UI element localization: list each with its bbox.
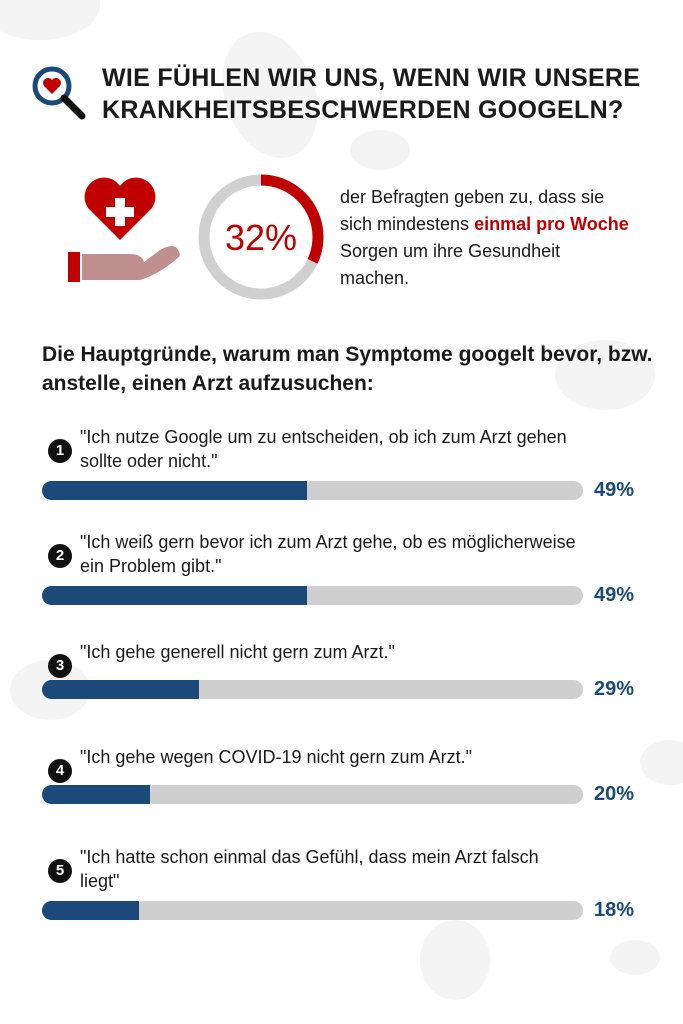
bar-value-label: 49% [594, 584, 635, 606]
bar-track [42, 901, 583, 920]
rank-number: 2 [48, 544, 72, 568]
bar-track [42, 680, 583, 699]
stat-description: der Befragten geben zu, dass sie sich mi… [340, 184, 630, 292]
bar-value-label: 29% [594, 678, 635, 700]
bar-category-label: "Ich hatte schon einmal das Gefühl, dass… [80, 847, 539, 891]
bar [42, 901, 140, 920]
rank-number: 5 [48, 859, 72, 883]
rank-number: 4 [48, 759, 72, 783]
bar [42, 481, 308, 500]
bar-category-label: "Ich gehe generell nicht gern zum Arzt." [80, 642, 395, 662]
magnifier-heart-icon [32, 66, 86, 120]
bar-track [42, 785, 583, 804]
bar [42, 586, 308, 605]
stat-highlight: einmal pro Woche [474, 214, 629, 234]
stat-text-before: der Befragten geben zu, dass sie sich mi… [340, 187, 605, 234]
stat-text-after: Sorgen um ihre Gesundheit machen. [340, 241, 561, 288]
ring-progress-arc [198, 174, 324, 300]
bar-track [42, 481, 583, 500]
bar-track [42, 586, 583, 605]
bar-category-label: "Ich gehe wegen COVID-19 nicht gern zum … [80, 747, 472, 767]
page-title: WIE FÜHLEN WIR UNS, WENN WIR UNSERE KRAN… [102, 62, 640, 126]
title-line-2: KRANKHEITSBESCHWERDEN GOOGELN? [102, 96, 624, 124]
bar-category-label: "Ich weiß gern bevor ich zum Arzt gehe, … [80, 532, 576, 576]
rank-number: 1 [48, 439, 72, 463]
ring-value: 32% [225, 217, 297, 258]
bar-value-label: 20% [594, 783, 635, 805]
bar-category-label: "Ich nutze Google um zu entscheiden, ob … [80, 427, 567, 471]
percentage-ring: 32% [198, 174, 324, 300]
section-heading: Die Hauptgründe, warum man Symptome goog… [42, 343, 653, 395]
bar-value-label: 18% [594, 899, 635, 921]
heart-hand-icon [68, 177, 180, 282]
bar [42, 785, 151, 804]
rank-number: 3 [48, 654, 72, 678]
title-line-1: WIE FÜHLEN WIR UNS, WENN WIR UNSERE [102, 64, 641, 92]
bar [42, 680, 199, 699]
bar-value-label: 49% [594, 479, 635, 501]
